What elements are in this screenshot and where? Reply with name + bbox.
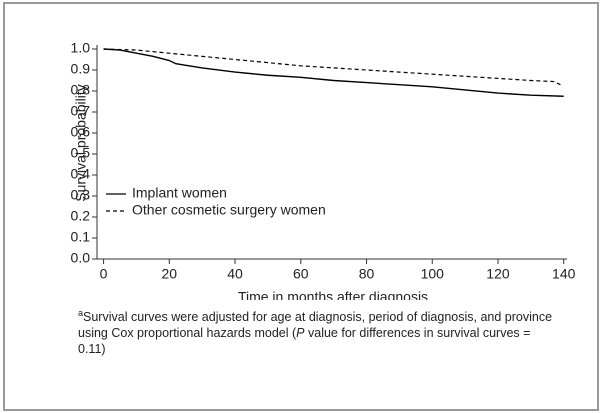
footnote-italic: P xyxy=(296,326,305,341)
legend-label: Other cosmetic surgery women xyxy=(132,202,326,218)
x-tick-label: 60 xyxy=(293,266,309,282)
footnote: aSurvival curves were adjusted for age a… xyxy=(78,305,556,357)
x-tick-label: 20 xyxy=(162,266,178,282)
footnote-text: Survival curves were adjusted for age at… xyxy=(78,310,553,341)
frame xyxy=(3,2,599,411)
survival-line xyxy=(103,48,561,86)
footnote-marker: a xyxy=(78,308,84,318)
x-tick-label: 120 xyxy=(486,266,510,282)
y-tick-label: 0.3 xyxy=(71,187,91,203)
y-tick-label: 1.0 xyxy=(71,40,91,56)
x-tick-label: 80 xyxy=(359,266,375,282)
y-tick-label: 0.9 xyxy=(71,61,91,77)
x-tick-label: 140 xyxy=(552,266,576,282)
y-tick-label: 0.7 xyxy=(71,103,91,119)
x-tick-label: 100 xyxy=(421,266,445,282)
chart: Survival probability Time in months afte… xyxy=(71,40,576,300)
y-tick-label: 0.2 xyxy=(71,208,91,224)
x-tick-label: 0 xyxy=(100,266,108,282)
y-tick-label: 0.5 xyxy=(71,145,91,161)
y-tick-label: 0.1 xyxy=(71,229,91,245)
y-axis-label: Survival probability xyxy=(73,84,89,202)
y-tick-label: 0.8 xyxy=(71,82,91,98)
x-tick-label: 40 xyxy=(227,266,243,282)
survival-line xyxy=(103,48,564,97)
footnote-text: value for differences in survival curves… xyxy=(78,326,531,357)
legend-label: Implant women xyxy=(132,185,227,201)
y-tick-label: 0.4 xyxy=(71,166,91,182)
y-tick-label: 0.0 xyxy=(71,250,91,266)
x-axis-label: Time in months after diagnosis xyxy=(238,289,428,300)
y-tick-label: 0.6 xyxy=(71,124,91,140)
